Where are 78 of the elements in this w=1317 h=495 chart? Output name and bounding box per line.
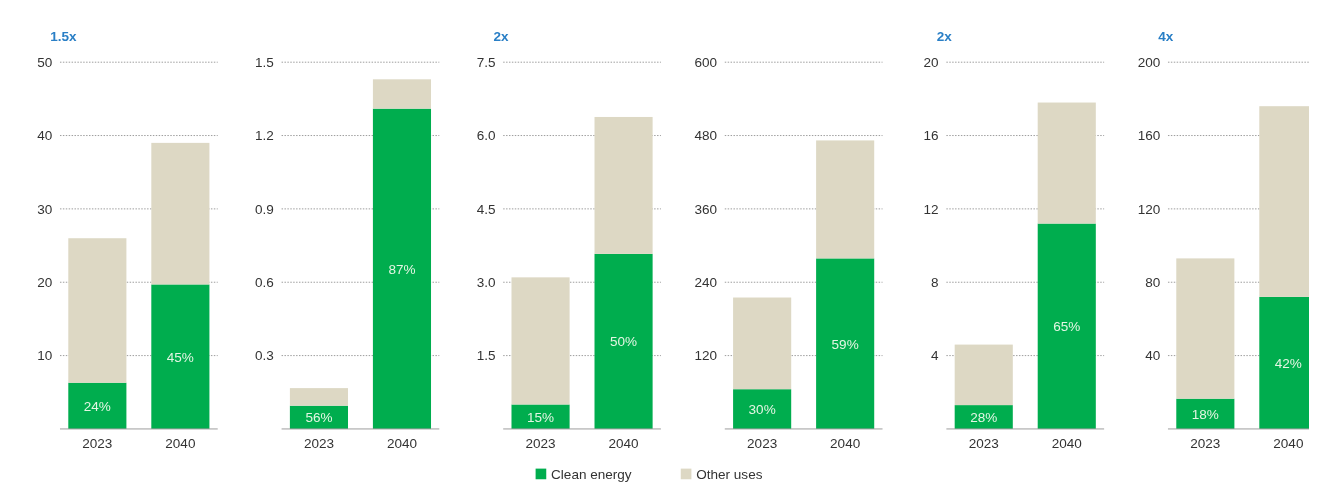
y-tick-label: 10 [37,348,53,364]
x-tick-label: 2040 [165,436,196,452]
bar [816,140,875,259]
y-tick-label: 20 [923,55,939,71]
y-tick-label: 0.3 [255,348,274,364]
bar [511,277,570,405]
annotation: 45% [166,349,194,365]
y-tick-label: 30 [37,201,53,217]
bar [511,404,570,429]
legend-label: Other uses [696,467,763,483]
x-tick-label: 2023 [303,436,334,452]
bar [151,284,210,429]
text: 4x [1158,28,1174,44]
y-tick-label: 160 [1137,128,1161,144]
x-tick-label: 2040 [1273,436,1304,452]
y-tick-label: 20 [37,275,53,291]
y-tick-label: 12 [923,201,939,217]
annotation: 42% [1274,355,1302,371]
bar [733,297,792,390]
annotation: 15% [527,409,555,425]
y-tick-label: 80 [1145,275,1161,291]
bar [594,116,653,254]
y-tick-label: 1.5 [476,348,496,364]
annotation: 30% [748,401,776,417]
y-tick-label: 0.6 [255,275,274,291]
bar [733,389,792,429]
y-tick-label: 16 [923,128,939,144]
x-tick-label: 2023 [747,436,778,452]
bar [68,382,127,429]
y-tick-label: 120 [1137,201,1161,217]
y-tick-label: 3.0 [476,275,496,291]
text: 1.5x [50,28,78,44]
y-tick-label: 200 [1137,55,1161,71]
y-tick-label: 600 [694,55,718,71]
bar [68,238,127,383]
bar [289,388,348,406]
x-tick-label: 2040 [830,436,861,452]
annotation: 56% [305,410,333,426]
x-tick-label: 2023 [968,436,999,452]
x-tick-label: 2023 [82,436,113,452]
bar [372,108,432,429]
x-tick-label: 2023 [1190,436,1221,452]
bar [594,253,653,429]
bar [816,258,875,429]
y-tick-label: 0.9 [255,201,274,217]
annotation: 24% [83,398,111,414]
x-tick-label: 2040 [608,436,639,452]
bar [1037,223,1096,429]
bar [1037,102,1096,224]
y-tick-label: 1.2 [255,128,274,144]
y-tick-label: 4 [931,348,940,364]
y-tick-label: 480 [694,128,718,144]
x-tick-label: 2040 [386,436,418,452]
annotation: 28% [970,409,998,425]
annotation: 87% [388,261,416,277]
y-tick-label: 40 [37,128,53,144]
legend-label: Clean energy [551,467,632,483]
y-tick-label: 50 [37,55,53,71]
text: 2x [493,28,510,44]
text: 2x [936,28,953,44]
y-tick-label: 7.5 [476,55,496,71]
x-tick-label: 2023 [525,436,556,452]
annotation: 59% [831,336,859,352]
bar [151,142,210,285]
y-tick-label: 240 [694,275,718,291]
y-tick-label: 4.5 [476,201,496,217]
bar [372,79,432,109]
bar [954,344,1013,406]
y-tick-label: 1.5 [255,55,274,71]
y-tick-label: 6.0 [476,128,496,144]
y-tick-label: 360 [694,201,718,217]
y-tick-label: 120 [694,348,718,364]
annotation: 18% [1191,406,1219,422]
y-tick-label: 8 [931,275,939,291]
x-tick-label: 2040 [1051,436,1082,452]
y-tick-label: 40 [1145,348,1161,364]
annotation: 65% [1053,319,1081,335]
annotation: 50% [610,334,638,350]
